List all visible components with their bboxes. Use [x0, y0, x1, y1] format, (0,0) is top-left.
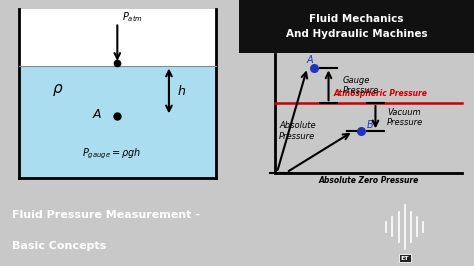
- Text: $A$: $A$: [306, 53, 315, 65]
- Bar: [19, 9, 216, 66]
- Text: Gauge
Pressure: Gauge Pressure: [343, 76, 379, 95]
- Text: $A$: $A$: [91, 108, 102, 121]
- Text: $h$: $h$: [177, 84, 186, 98]
- Text: Fluid Mechanics
And Hydraulic Machines: Fluid Mechanics And Hydraulic Machines: [286, 14, 428, 39]
- Text: $P_{gauge} = \rho g h$: $P_{gauge} = \rho g h$: [82, 147, 142, 161]
- Text: $B$: $B$: [366, 118, 374, 130]
- Text: Basic Concepts: Basic Concepts: [12, 241, 106, 251]
- Text: Absolute Zero Pressure: Absolute Zero Pressure: [319, 176, 419, 185]
- Text: Atmospheric Pressure: Atmospheric Pressure: [333, 89, 427, 98]
- Text: Absolute
Pressure: Absolute Pressure: [279, 121, 316, 140]
- Text: ET: ET: [401, 256, 409, 261]
- Bar: [19, 66, 216, 178]
- Text: Vacuum
Pressure: Vacuum Pressure: [387, 107, 423, 127]
- Bar: [239, 0, 474, 52]
- Text: $P_{atm}$: $P_{atm}$: [122, 10, 143, 24]
- Text: $\rho$: $\rho$: [52, 82, 63, 98]
- Text: Fluid Pressure Measurement -: Fluid Pressure Measurement -: [12, 210, 200, 220]
